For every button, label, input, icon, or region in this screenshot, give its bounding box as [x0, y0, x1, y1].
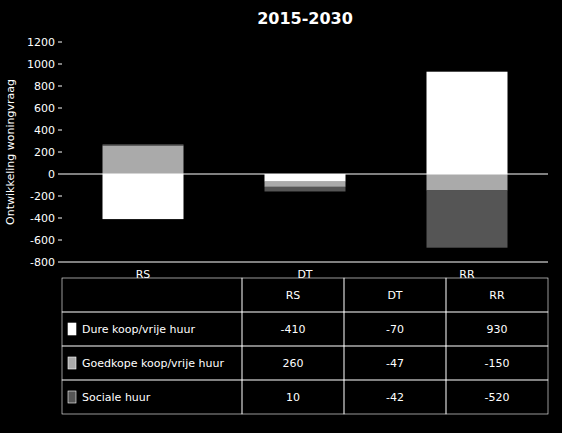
y-tick-label: -400	[30, 212, 55, 225]
table-value: -520	[485, 391, 510, 404]
table-cell	[344, 346, 446, 380]
table-cell	[242, 312, 344, 346]
background	[0, 0, 562, 433]
table-cell	[62, 278, 242, 312]
y-tick	[58, 262, 62, 263]
bar	[427, 72, 508, 174]
y-tick-label: -200	[30, 190, 55, 203]
table-cell	[344, 380, 446, 414]
bar	[265, 182, 346, 187]
y-tick	[58, 174, 62, 175]
table: RS DT RR Dure koop/vrije huur -410 -70 930 Goed…	[62, 278, 548, 414]
y-tick-label: 1200	[27, 36, 55, 49]
table-cell	[446, 346, 548, 380]
y-axis-label: Ontwikkeling woningvraag	[4, 79, 17, 225]
y-tick	[58, 86, 62, 87]
legend-swatch	[68, 357, 76, 369]
bar	[427, 174, 508, 191]
table-value: 930	[487, 323, 508, 336]
y-tick	[58, 64, 62, 65]
table-cell	[62, 312, 242, 346]
table-cell	[446, 278, 548, 312]
bar	[103, 174, 184, 219]
table-cell	[446, 312, 548, 346]
table-header: RS	[286, 289, 301, 302]
table-header: DT	[387, 289, 402, 302]
y-tick-label: 800	[34, 80, 55, 93]
y-tick-label: 1000	[27, 58, 55, 71]
x-tick-label: DT	[297, 268, 312, 281]
table-cell	[242, 278, 344, 312]
table-value: -150	[485, 357, 510, 370]
table-cell	[242, 346, 344, 380]
table-header: RR	[489, 289, 505, 302]
chart: 2015-2030 Ontwikkeling woningvraag -800 -60…	[0, 0, 562, 433]
y-tick	[58, 218, 62, 219]
legend-entry: Dure koop/vrije huur	[82, 323, 195, 336]
y-tick-label: 0	[48, 168, 55, 181]
title: 2015-2030	[257, 9, 353, 28]
y-tick-label: -600	[30, 234, 55, 247]
x-tick-label: RR	[459, 268, 475, 281]
y-tick-label: 600	[34, 102, 55, 115]
y-tick-label: -800	[30, 256, 55, 269]
y-tick	[58, 130, 62, 131]
bar	[103, 144, 184, 145]
bar	[265, 187, 346, 192]
table-value: -42	[386, 391, 404, 404]
y-tick	[58, 108, 62, 109]
bar	[427, 191, 508, 248]
x-axis-line	[62, 262, 548, 263]
table-cell	[344, 312, 446, 346]
bars	[103, 72, 508, 248]
table-cell	[344, 278, 446, 312]
legend-entry: Goedkope koop/vrije huur	[82, 357, 224, 370]
y-tick	[58, 240, 62, 241]
table-cell	[62, 380, 242, 414]
table-value: -47	[386, 357, 404, 370]
y-tick	[58, 152, 62, 153]
legend-swatch	[68, 391, 76, 403]
table-value: 10	[286, 391, 300, 404]
y-tick	[58, 196, 62, 197]
table-cell	[62, 346, 242, 380]
legend-entry: Sociale huur	[82, 391, 151, 404]
y-tick-label: 200	[34, 146, 55, 159]
bar	[103, 145, 184, 174]
legend-swatch	[68, 323, 76, 335]
table-cell	[446, 380, 548, 414]
table-value: -410	[281, 323, 306, 336]
bar	[265, 174, 346, 182]
y-tick-label: 400	[34, 124, 55, 137]
y-tick	[58, 42, 62, 43]
table-cell	[242, 380, 344, 414]
x-tick-label: RS	[136, 268, 151, 281]
table-value: 260	[283, 357, 304, 370]
table-value: -70	[386, 323, 404, 336]
zero-line	[62, 174, 548, 175]
